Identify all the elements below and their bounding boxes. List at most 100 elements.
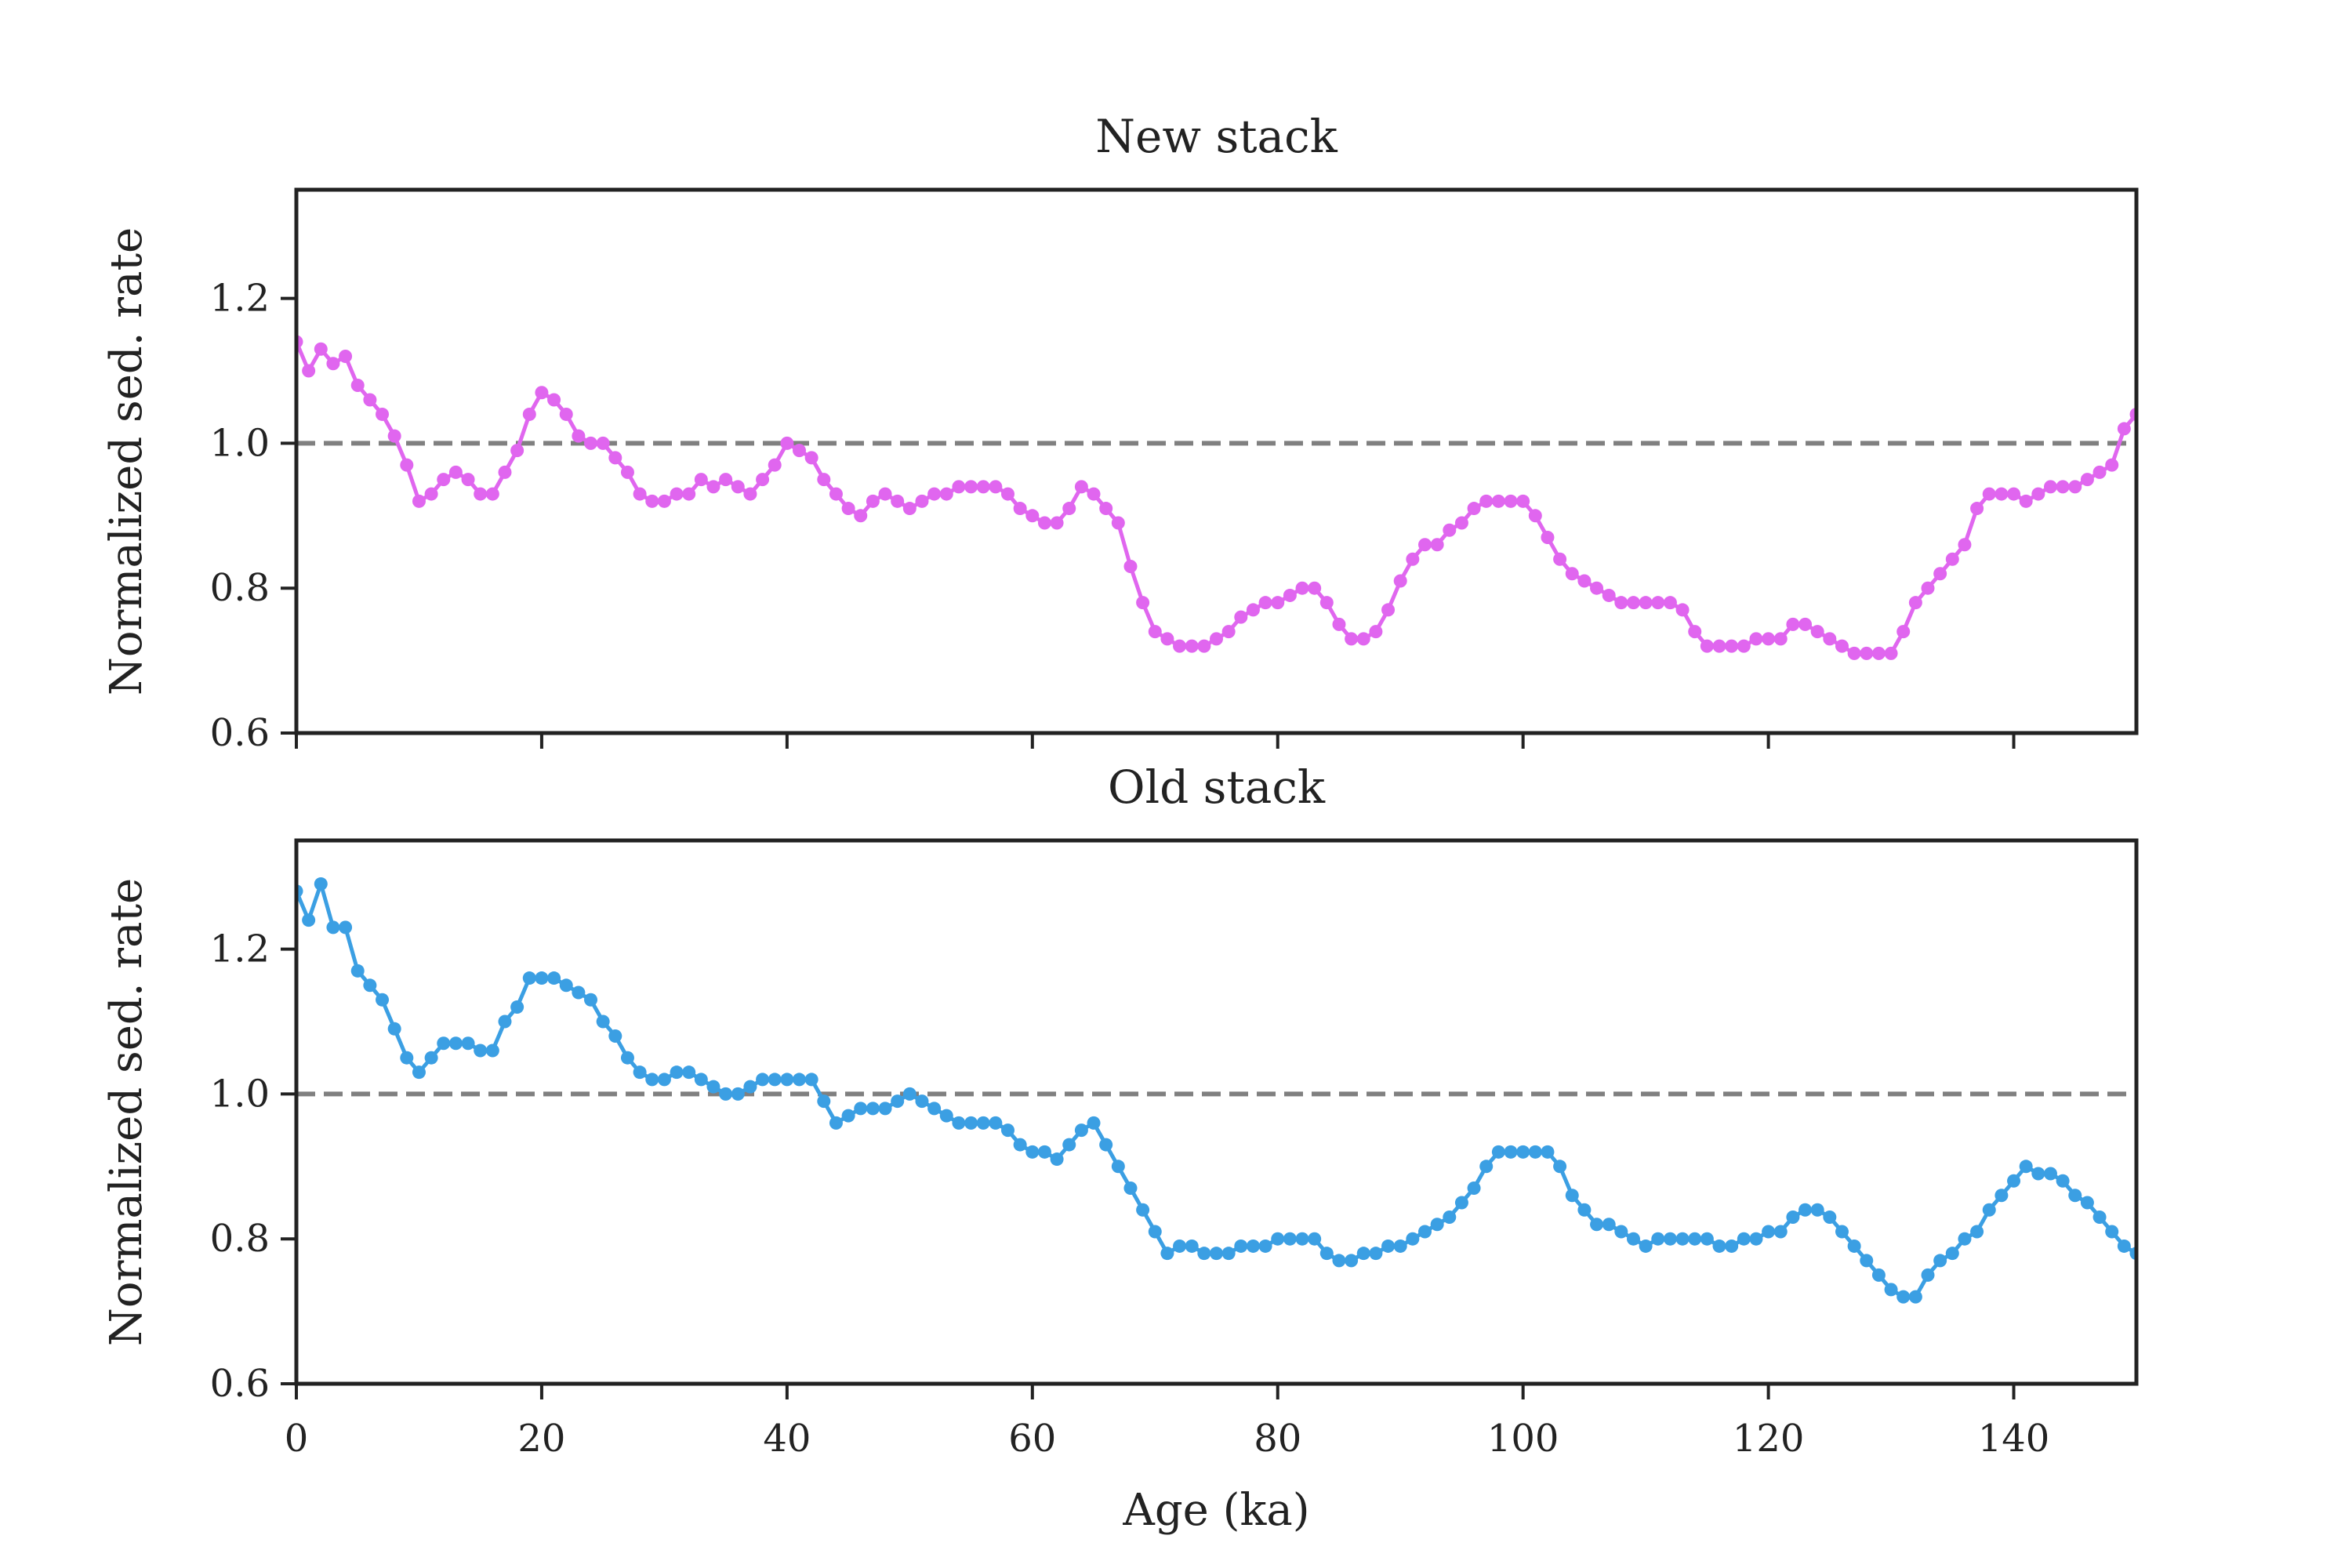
data-point <box>1700 639 1714 653</box>
data-point <box>939 487 953 501</box>
data-point <box>1970 502 1984 516</box>
data-point <box>339 920 353 935</box>
data-point <box>2068 480 2082 494</box>
data-point <box>1786 1210 1800 1224</box>
data-point <box>1221 1247 1236 1261</box>
data-point <box>878 487 892 501</box>
data-point <box>756 473 770 487</box>
x-tick-label: 100 <box>1487 1417 1559 1461</box>
data-point <box>1921 1268 1935 1282</box>
data-point <box>1467 502 1481 516</box>
data-point <box>1749 1232 1763 1246</box>
data-point <box>706 1080 720 1094</box>
data-point <box>2056 480 2070 494</box>
data-point <box>952 1116 966 1130</box>
data-point <box>350 378 365 392</box>
data-point <box>559 407 573 421</box>
data-point <box>2080 1196 2094 1210</box>
data-point <box>1136 1203 1150 1217</box>
data-point <box>376 993 390 1007</box>
data-point <box>1037 1145 1051 1159</box>
data-point <box>1417 538 1432 552</box>
data-point <box>1639 596 1653 610</box>
data-point <box>1234 610 1248 624</box>
data-point <box>657 1073 671 1087</box>
data-point <box>694 473 708 487</box>
data-point <box>1393 574 1407 588</box>
series-line <box>296 341 2136 655</box>
data-point <box>1712 1239 1726 1253</box>
data-point <box>1210 1247 1223 1261</box>
x-tick-label: 140 <box>1978 1417 2050 1461</box>
data-point <box>1663 596 1677 610</box>
data-point <box>1737 1232 1751 1246</box>
data-point <box>1994 1189 2009 1203</box>
data-point <box>584 436 598 450</box>
data-point <box>326 920 340 935</box>
data-point <box>1013 502 1027 516</box>
data-point <box>731 1087 745 1101</box>
data-point <box>510 1000 524 1014</box>
data-point <box>731 480 745 494</box>
data-point <box>1123 559 1138 573</box>
data-point <box>902 502 916 516</box>
data-point <box>1516 494 1530 508</box>
data-point <box>1626 1232 1640 1246</box>
data-point <box>1541 531 1555 545</box>
data-point <box>964 480 978 494</box>
data-point <box>841 1109 855 1123</box>
data-point <box>1087 487 1101 501</box>
data-point <box>1565 1189 1579 1203</box>
data-point <box>302 364 316 378</box>
data-point <box>1430 1218 1444 1232</box>
data-point <box>927 487 942 501</box>
data-point <box>1725 639 1739 653</box>
data-point <box>547 971 561 985</box>
data-point <box>1479 1160 1494 1174</box>
data-point <box>657 494 671 508</box>
data-point <box>866 494 880 508</box>
data-point <box>1663 1232 1677 1246</box>
data-point <box>412 494 426 508</box>
data-point <box>1565 567 1579 581</box>
data-point <box>559 978 573 993</box>
data-point <box>1332 1254 1346 1268</box>
y-tick-label: 1.2 <box>210 277 270 321</box>
data-point <box>437 1036 451 1051</box>
data-point <box>1994 487 2009 501</box>
data-point <box>1050 516 1064 530</box>
data-point <box>1762 1225 1776 1239</box>
data-point <box>1528 509 1542 523</box>
data-point <box>1308 581 1322 595</box>
x-tick-label: 80 <box>1254 1417 1301 1461</box>
data-point <box>1553 1160 1567 1174</box>
data-point <box>1025 1145 1040 1159</box>
data-point <box>743 1080 757 1094</box>
data-point <box>350 964 365 978</box>
data-point <box>1148 1225 1162 1239</box>
data-point <box>1896 625 1911 639</box>
data-point <box>1602 588 1616 602</box>
data-point <box>682 487 696 501</box>
data-point <box>1369 1247 1383 1261</box>
data-point <box>891 494 905 508</box>
data-point <box>424 1051 438 1065</box>
data-point <box>719 473 733 487</box>
data-point <box>1700 1232 1714 1246</box>
data-point <box>743 487 757 501</box>
data-point <box>1062 502 1076 516</box>
data-point <box>989 1116 1003 1130</box>
data-point <box>1087 1116 1101 1130</box>
series-1 <box>296 877 2136 1304</box>
data-point <box>510 444 524 458</box>
y-tick-label: 1.0 <box>210 1072 270 1116</box>
data-point <box>1173 1239 1187 1253</box>
data-point <box>498 465 512 479</box>
data-point <box>793 444 807 458</box>
data-point <box>927 1102 942 1116</box>
data-point <box>1319 1247 1334 1261</box>
data-point <box>1835 639 1849 653</box>
data-point <box>620 1051 634 1065</box>
data-point <box>1246 1239 1260 1253</box>
